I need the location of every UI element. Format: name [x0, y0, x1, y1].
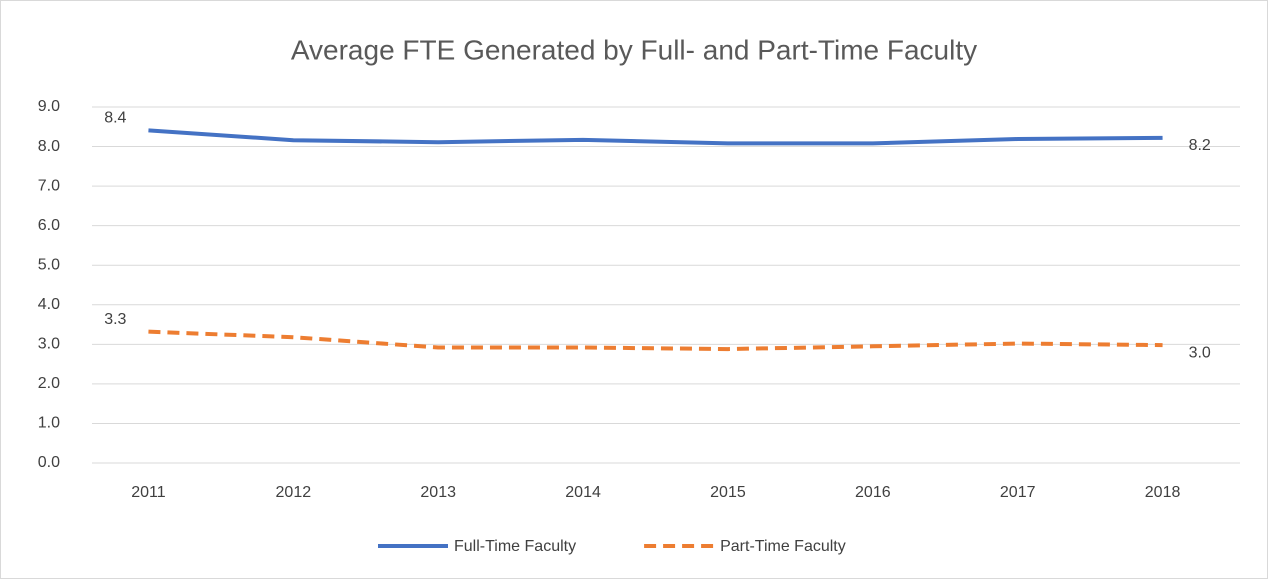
- x-tick-label: 2014: [565, 484, 601, 501]
- y-tick-label: 9.0: [38, 98, 60, 115]
- x-tick-label: 2012: [276, 484, 312, 501]
- x-tick-label: 2017: [1000, 484, 1036, 501]
- chart-title: Average FTE Generated by Full- and Part-…: [291, 34, 977, 65]
- x-tick-label: 2013: [420, 484, 456, 501]
- x-tick-label: 2011: [131, 484, 166, 501]
- y-tick-label: 3.0: [38, 336, 60, 353]
- data-label: 3.0: [1189, 344, 1211, 361]
- y-tick-label: 5.0: [38, 256, 60, 273]
- series-line: [148, 329, 1163, 352]
- y-tick-label: 4.0: [38, 296, 60, 313]
- y-tick-label: 1.0: [38, 415, 60, 432]
- series-line: [148, 128, 1163, 146]
- data-label: 8.4: [104, 110, 126, 127]
- y-tick-label: 2.0: [38, 375, 60, 392]
- y-tick-label: 7.0: [38, 177, 60, 194]
- legend-label: Full-Time Faculty: [454, 538, 576, 555]
- y-tick-label: 8.0: [38, 138, 60, 155]
- x-tick-label: 2018: [1145, 484, 1181, 501]
- data-label: 8.2: [1189, 137, 1211, 154]
- y-tick-label: 6.0: [38, 217, 60, 234]
- legend-label: Part-Time Faculty: [720, 538, 846, 555]
- x-tick-label: 2016: [855, 484, 891, 501]
- y-tick-label: 0.0: [38, 454, 60, 471]
- data-label: 3.3: [104, 311, 126, 328]
- x-tick-label: 2015: [710, 484, 746, 501]
